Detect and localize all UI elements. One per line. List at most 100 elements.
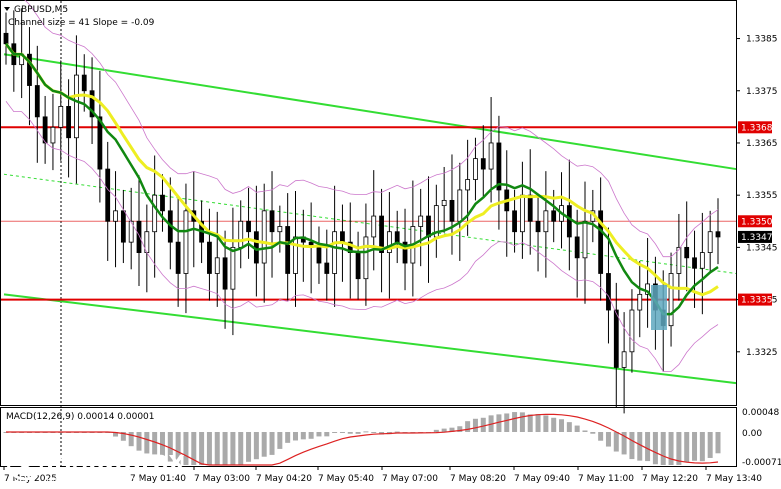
candle-body [136, 220, 142, 253]
macd-histogram-bar [660, 432, 666, 465]
macd-histogram-bar [574, 425, 580, 432]
macd-histogram-bar [559, 419, 565, 432]
dropdown-triangle-icon[interactable] [4, 7, 10, 11]
macd-histogram-bar [238, 432, 244, 465]
x-tick-label: 7 May 08:20 [450, 474, 506, 484]
macd-histogram-bar [246, 432, 252, 462]
macd-signal-line [6, 413, 719, 466]
candle-body [637, 293, 643, 311]
candle-body [465, 179, 471, 191]
candle-body [613, 309, 619, 368]
candle-body [684, 246, 690, 259]
channel-info-label: Channel size = 41 Slope = -0.09 [8, 18, 155, 28]
candle-body [207, 241, 212, 274]
candle-body [473, 158, 478, 180]
macd-histogram-bar [645, 432, 651, 462]
macd-histogram-bar [668, 432, 674, 465]
level-tag-box [738, 293, 772, 306]
candle-body [97, 116, 103, 170]
candle-body [89, 90, 95, 118]
envelope-lower [5, 100, 719, 372]
instaforex-watermark: instaforex Instant Forex Trading [6, 443, 185, 486]
x-tick-label: 7 May 09:40 [514, 474, 570, 484]
macd-histogram-bar [465, 421, 471, 432]
macd-histogram-bar [527, 414, 533, 432]
macd-histogram-bar [120, 432, 126, 441]
macd-histogram-bar [191, 432, 197, 465]
macd-histogram-bar [128, 432, 134, 447]
x-tick-label: 7 May 05:40 [318, 474, 374, 484]
candle-body [480, 158, 486, 170]
level-tag-label: 1.3368 [741, 123, 773, 133]
macd-histogram-bar [144, 432, 150, 454]
x-tick-label: 7 May 07:00 [382, 474, 438, 484]
candle-body [441, 199, 447, 207]
macd-histogram-bar [199, 432, 205, 465]
level-tag-label: 1.3350 [741, 217, 773, 227]
macd-tick-top: 0.00048 [742, 408, 779, 418]
macd-histogram-bar [316, 432, 322, 437]
macd-histogram-bar [214, 432, 220, 465]
x-tick-label: 7 May 03:00 [194, 474, 250, 484]
macd-histogram-bar [371, 432, 377, 433]
candle-body [629, 309, 635, 353]
x-tick-label: 7 May 11:00 [578, 474, 634, 484]
x-tick-label: 7 May 12:20 [642, 474, 698, 484]
macd-histogram-bar [519, 412, 525, 432]
macd-histogram-bar [637, 432, 643, 461]
candle-body [566, 205, 572, 238]
y-tick-label: 1.3345 [746, 243, 778, 253]
macd-histogram-bar [535, 414, 541, 432]
candle-body [128, 220, 134, 243]
macd-histogram-bar [598, 432, 604, 441]
macd-histogram-bar [175, 432, 181, 465]
ma-fast-line [4, 42, 719, 297]
candle-body [324, 262, 330, 274]
x-tick-label: 7 May 01:40 [130, 474, 186, 484]
candle-body [277, 226, 283, 233]
ma-slow-line [5, 43, 719, 316]
candle-body [160, 194, 165, 212]
candle-body [50, 126, 56, 144]
signal-highlight-box [651, 285, 667, 330]
macd-histogram-bar [206, 432, 212, 465]
macd-histogram-bar [512, 412, 518, 432]
watermark-brand: instaforex [46, 445, 185, 477]
y-tick-label: 1.3375 [746, 87, 778, 97]
candle-body [316, 246, 322, 264]
channel-lower-line [3, 293, 737, 385]
candle-body [332, 231, 338, 274]
candle-body [379, 215, 384, 253]
y-tick-label: 1.3365 [746, 139, 778, 149]
instaforex-logo-icon [6, 443, 44, 481]
candle-body [222, 257, 228, 290]
candle-body [519, 194, 525, 233]
macd-histogram-bar [684, 432, 690, 462]
macd-histogram-bar [652, 432, 658, 465]
candle-body [488, 142, 494, 170]
macd-histogram-bar [113, 432, 119, 437]
macd-histogram-bar [605, 432, 611, 447]
candle-body [74, 74, 79, 139]
candle-body [246, 220, 251, 233]
candle-body [582, 220, 588, 259]
level-tag-box [738, 121, 772, 134]
candle-body [34, 85, 40, 118]
channel-upper-line [3, 53, 737, 171]
y-tick-label: 1.3355 [746, 191, 778, 201]
current-price-box [738, 230, 772, 243]
macd-histogram-bar [324, 432, 330, 437]
macd-histogram-bar [308, 432, 314, 439]
candle-body [707, 231, 713, 253]
macd-panel-frame [0, 407, 737, 467]
candle-body [699, 252, 705, 269]
candle-body [58, 106, 64, 128]
macd-histogram-bar [222, 432, 228, 465]
macd-histogram-bar [496, 414, 502, 432]
macd-histogram-bar [355, 432, 361, 434]
macd-histogram-bar [277, 432, 283, 449]
candle-body [120, 210, 126, 243]
main-panel-frame [0, 0, 737, 406]
candle-body [371, 215, 377, 238]
